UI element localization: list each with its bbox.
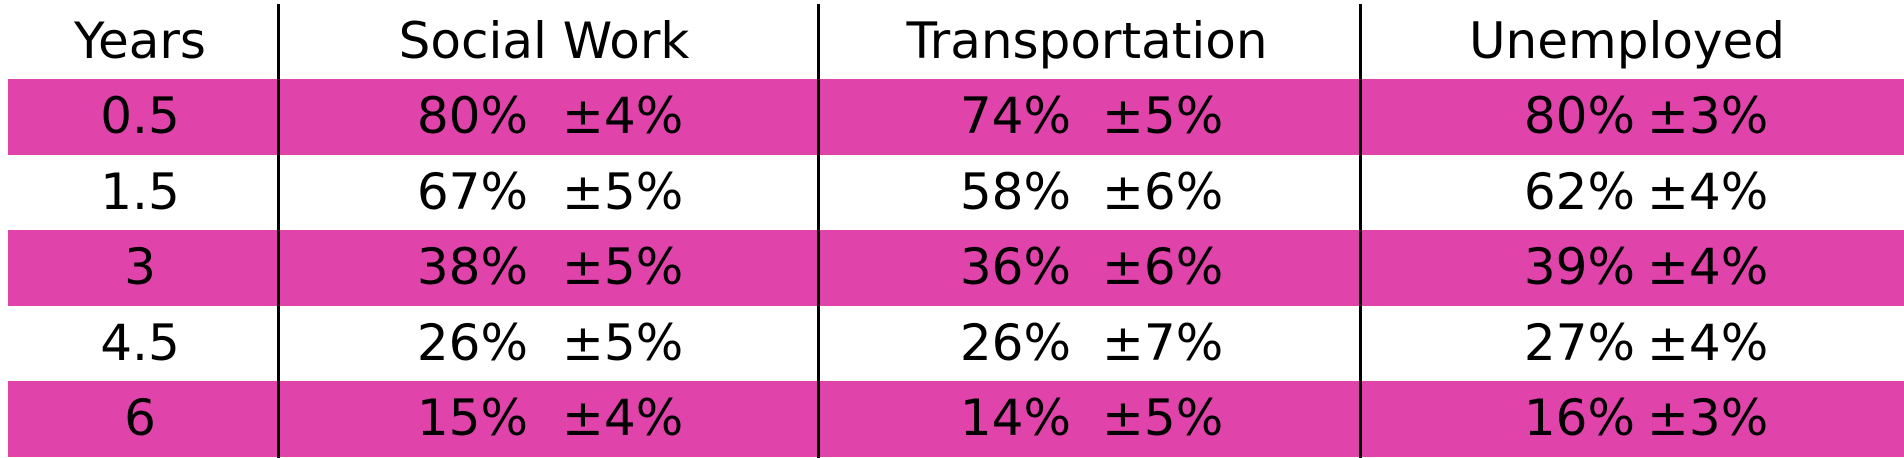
column-divider	[817, 4, 820, 458]
years-cell: 3	[124, 238, 156, 297]
margin-cell: ±3%	[1647, 87, 1769, 145]
margin-cell: ±5%	[562, 313, 684, 372]
years-cell: 0.5	[100, 87, 180, 145]
margin-cell: ±6%	[1102, 238, 1224, 297]
margin-cell: ±6%	[1102, 162, 1224, 221]
margin-cell: ±4%	[1647, 313, 1769, 372]
row-band	[8, 230, 1904, 306]
value-cell: 38%	[416, 238, 528, 297]
margin-cell: ±4%	[562, 389, 684, 448]
value-cell: 14%	[959, 389, 1071, 448]
margin-cell: ±4%	[1647, 238, 1769, 297]
column-divider	[1359, 4, 1362, 458]
column-header: Social Work	[398, 12, 690, 70]
row-band	[8, 381, 1904, 457]
value-cell: 36%	[959, 238, 1071, 297]
value-cell: 15%	[416, 389, 528, 448]
margin-cell: ±3%	[1647, 389, 1769, 448]
value-cell: 26%	[959, 313, 1071, 372]
column-divider	[277, 4, 280, 458]
value-cell: 27%	[1523, 313, 1635, 372]
value-cell: 67%	[416, 162, 528, 221]
margin-cell: ±7%	[1102, 313, 1224, 372]
margin-cell: ±4%	[1647, 162, 1769, 221]
margin-cell: ±5%	[562, 238, 684, 297]
years-cell: 1.5	[100, 162, 180, 221]
margin-cell: ±5%	[1102, 389, 1224, 448]
column-header: Years	[74, 12, 206, 70]
value-cell: 74%	[959, 87, 1071, 145]
margin-cell: ±4%	[562, 87, 684, 145]
value-cell: 80%	[1523, 87, 1635, 145]
row-band	[8, 79, 1904, 155]
value-cell: 62%	[1523, 162, 1635, 221]
years-cell: 6	[124, 389, 156, 448]
value-cell: 80%	[416, 87, 528, 145]
margin-cell: ±5%	[1102, 87, 1224, 145]
column-header: Unemployed	[1468, 12, 1786, 70]
value-cell: 39%	[1523, 238, 1635, 297]
margin-cell: ±5%	[562, 162, 684, 221]
column-header: Transportation	[906, 12, 1268, 70]
value-cell: 58%	[959, 162, 1071, 221]
value-cell: 26%	[416, 313, 528, 372]
years-cell: 4.5	[100, 313, 180, 372]
value-cell: 16%	[1523, 389, 1635, 448]
